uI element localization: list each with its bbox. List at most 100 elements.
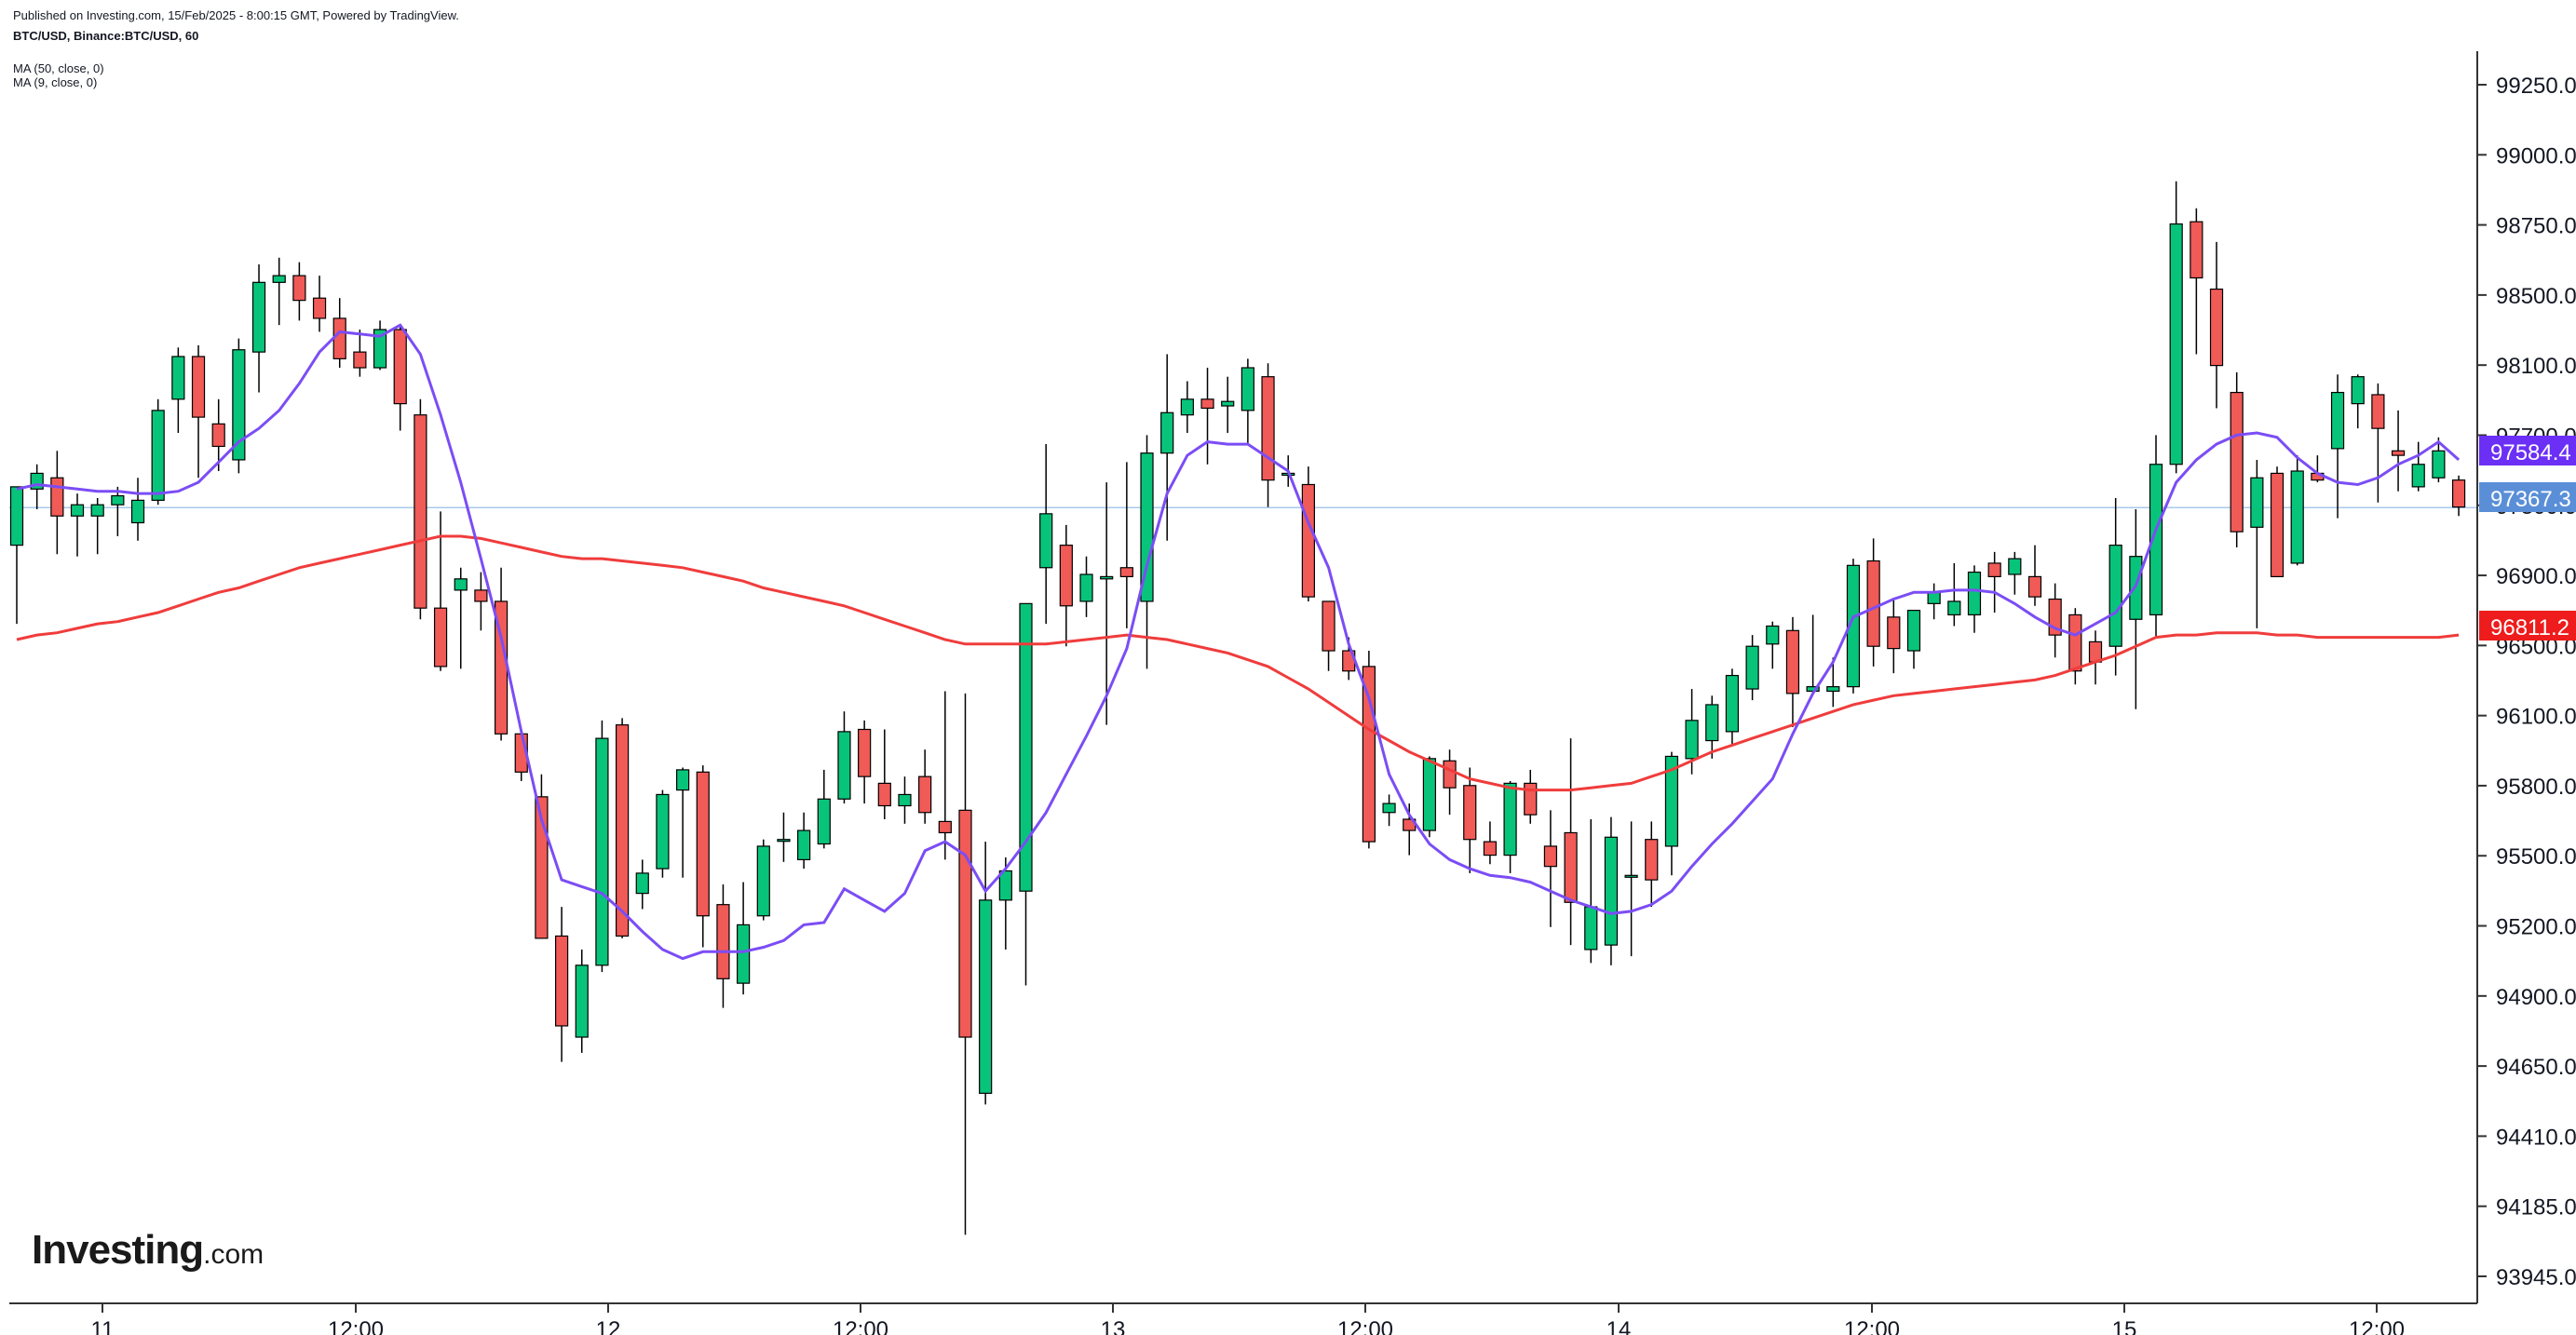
candle-up [1906, 609, 1921, 652]
candle-down [858, 728, 872, 777]
candle-up [1100, 575, 1114, 580]
candle-down [615, 724, 630, 937]
candle-down [2451, 479, 2466, 508]
price-badge-label: 97367.3 [2490, 487, 2571, 512]
candle-up [1927, 591, 1941, 604]
candle-up [575, 964, 589, 1038]
candle-up [1160, 411, 1174, 454]
candle-up [1079, 573, 1093, 602]
candle-down [2230, 391, 2244, 533]
time-tick-label: 12:00 [1844, 1317, 1900, 1335]
candle-down [1483, 841, 1498, 856]
candle-down [1059, 545, 1073, 607]
candle-down [2027, 575, 2042, 598]
candle-down [1987, 562, 2001, 578]
candle-down [1200, 398, 1214, 410]
candle-up [979, 899, 993, 1094]
price-tick-label: 99250.0 [2496, 74, 2576, 99]
candle-up [1221, 400, 1235, 407]
candle-up [251, 281, 266, 353]
candle-up [998, 870, 1012, 901]
candle-up [454, 578, 468, 591]
candle-up [817, 798, 831, 845]
price-tick-label: 94900.0 [2496, 985, 2576, 1010]
candle-down [1785, 629, 1800, 694]
candle-up [2351, 376, 2365, 405]
price-tick-label: 94185.0 [2496, 1195, 2576, 1220]
candle-down [2088, 641, 2103, 663]
price-badge-label: 96811.2 [2490, 615, 2569, 641]
time-tick-label: 12:00 [1337, 1317, 1393, 1335]
candle-down [1301, 483, 1315, 598]
price-tick-label: 93945.0 [2496, 1265, 2576, 1290]
candle-up [111, 494, 125, 506]
candle-up [1604, 836, 1619, 946]
candle-up [656, 793, 670, 870]
time-tick-label: 13 [1101, 1317, 1126, 1335]
candle-up [1725, 674, 1740, 733]
candle-down [1866, 560, 1880, 647]
candle-down [1543, 845, 1558, 868]
candle-up [272, 275, 286, 283]
candle-up [1039, 513, 1053, 569]
candle-up [1624, 874, 1638, 878]
candle-up [1685, 720, 1699, 760]
candle-down [696, 771, 710, 917]
candle-down [1463, 785, 1477, 841]
candle-down [414, 414, 427, 609]
candle-up [2108, 545, 2122, 647]
time-tick-label: 12:00 [833, 1317, 888, 1335]
candle-up [756, 845, 770, 917]
price-tick-label: 95200.0 [2496, 915, 2576, 940]
candle-up [737, 924, 751, 984]
price-tick-label: 98500.0 [2496, 284, 2576, 309]
price-tick-label: 95500.0 [2496, 844, 2576, 870]
candle-down [1362, 666, 1376, 843]
time-tick-label: 14 [1607, 1317, 1632, 1335]
candle-up [1140, 452, 1154, 602]
price-badge [2479, 436, 2576, 465]
price-badge [2479, 611, 2576, 641]
ma50-legend: MA (50, close, 0) [13, 61, 104, 75]
price-badge [2479, 482, 2576, 512]
candle-down [332, 317, 346, 359]
candle-up [635, 872, 649, 895]
candle-up [1745, 645, 1759, 690]
ma50-line [16, 534, 2460, 792]
candle-up [1503, 782, 1517, 856]
candle-down [2391, 450, 2406, 456]
price-badge-label: 97584.4 [2490, 440, 2571, 465]
candle-down [1119, 567, 1133, 578]
candle-down [2190, 221, 2203, 279]
candle-up [2330, 391, 2345, 450]
candle-up [232, 349, 246, 461]
candle-down [433, 607, 448, 668]
candle-up [151, 410, 165, 501]
candle-down [191, 356, 206, 418]
candle-up [2411, 464, 2425, 488]
candle-up [1664, 755, 1679, 847]
candle-down [716, 904, 730, 979]
price-tick-label: 96100.0 [2496, 705, 2576, 730]
candle-up [1846, 564, 1861, 688]
candle-up [1382, 802, 1396, 814]
price-tick-label: 98750.0 [2496, 214, 2576, 239]
candle-up [2432, 450, 2446, 479]
candle-down [2371, 394, 2385, 429]
investing-logo: Investing.com [32, 1227, 264, 1274]
candle-up [2290, 470, 2304, 564]
candle-up [1766, 625, 1780, 645]
candle-down [2270, 472, 2285, 578]
candle-down [393, 329, 407, 405]
candle-up [90, 504, 104, 517]
candle-up [373, 329, 387, 369]
candle-up [1241, 367, 1254, 411]
price-tick-label: 98100.0 [2496, 354, 2576, 379]
candle-up [676, 769, 690, 791]
price-tick-label: 94410.0 [2496, 1125, 2576, 1150]
price-tick-label: 95800.0 [2496, 775, 2576, 800]
candle-up [898, 793, 912, 807]
candle-up [2008, 558, 2022, 575]
candle-up [1422, 758, 1437, 831]
candle-down [474, 589, 488, 602]
